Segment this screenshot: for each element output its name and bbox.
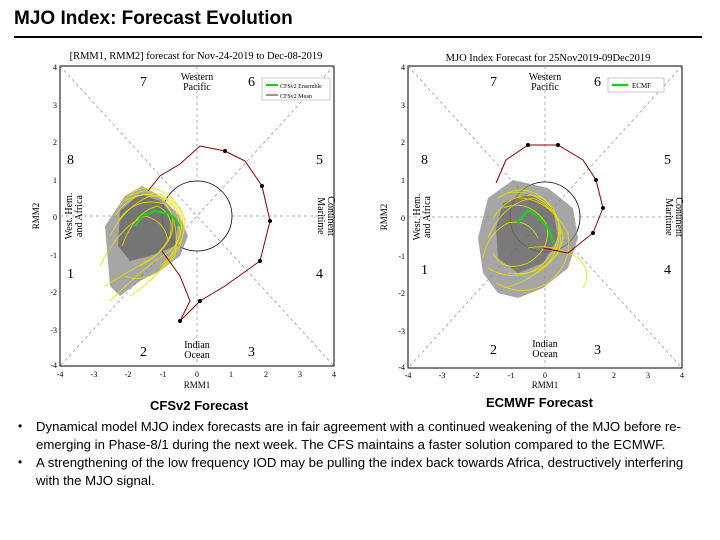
right-region-top-1: Western (529, 72, 562, 83)
left-xtick: 3 (298, 370, 302, 379)
right-phase-1: 1 (421, 263, 428, 278)
left-region-top-1: Western (181, 72, 214, 83)
left-xtick: -1 (160, 370, 167, 379)
left-ensemble-members (99, 187, 186, 302)
left-phase-1: 1 (67, 267, 74, 282)
right-region-bottom-1: Indian (532, 339, 558, 350)
right-region-bottom-2: Ocean (532, 349, 558, 360)
left-phase-8: 8 (67, 153, 74, 168)
right-ytick: -4 (398, 363, 405, 372)
right-phase-6: 6 (594, 75, 601, 90)
right-legend-ecmf: ECMF (632, 82, 651, 90)
left-ytick: 0 (53, 213, 57, 222)
cfsv2-phase-diagram: [RMM1, RMM2] forecast for Nov-24-2019 to… (30, 46, 352, 392)
left-region-left-2: and Africa (74, 194, 85, 236)
left-ytick: 1 (53, 176, 57, 185)
left-region-left-1: West. Hem. (64, 193, 75, 240)
right-ytick: -1 (398, 252, 405, 261)
right-legend (607, 77, 665, 93)
right-phase-4: 4 (664, 263, 671, 278)
ecmwf-phase-diagram: MJO Index Forecast for 25Nov2019-09Dec20… (378, 48, 692, 392)
left-phase-5: 5 (316, 153, 323, 168)
left-xlabel: RMM1 (184, 380, 211, 390)
right-ytick: 0 (401, 214, 405, 223)
right-observed-track (495, 144, 604, 254)
right-xtick: -4 (405, 371, 412, 380)
right-region-top-2: Pacific (531, 82, 559, 93)
left-xtick: 0 (195, 370, 199, 379)
left-region-bottom-1: Indian (184, 340, 210, 351)
left-ytick: -3 (50, 326, 57, 335)
bullet-item: • A strengthening of the low frequency I… (18, 454, 708, 490)
right-phase-5: 5 (664, 153, 671, 168)
right-region-left-2: and Africa (422, 195, 433, 237)
right-region-left-1: West. Hem. (412, 194, 423, 241)
left-region-right-2: Continent (325, 196, 336, 236)
bullet-item: • Dynamical model MJO index forecasts ar… (18, 418, 708, 454)
left-phase-6: 6 (248, 75, 255, 90)
right-phase-7: 7 (490, 75, 497, 90)
right-region-right-1: Maritime (663, 198, 674, 236)
right-ytick: 4 (401, 63, 405, 72)
right-xtick: -2 (473, 371, 480, 380)
slide-title: MJO Index: Forecast Evolution (14, 8, 293, 29)
bullet-dot-icon: • (18, 455, 23, 469)
right-ytick: 2 (401, 138, 405, 147)
right-xtick: 1 (577, 371, 581, 380)
left-region-bottom-2: Ocean (184, 350, 210, 361)
left-ytick: -4 (50, 361, 57, 370)
bullet-list: • Dynamical model MJO index forecasts ar… (18, 418, 708, 490)
right-phase-8: 8 (421, 153, 428, 168)
left-chart-title: [RMM1, RMM2] forecast for Nov-24-2019 to… (70, 51, 323, 62)
left-ytick: -1 (50, 251, 57, 260)
right-phase-2: 2 (490, 343, 497, 358)
cfsv2-caption: CFSv2 Forecast (150, 398, 249, 413)
left-xtick: 4 (332, 370, 336, 379)
right-ytick: 3 (401, 101, 405, 110)
right-ytick: -3 (398, 327, 405, 336)
left-legend-mean: CFSv2 Mean (280, 94, 312, 100)
left-region-top-2: Pacific (183, 82, 211, 93)
left-ylabel: RMM2 (31, 203, 41, 230)
right-xtick: -3 (439, 371, 446, 380)
bullet-dot-icon: • (18, 419, 23, 433)
right-ytick: -2 (398, 289, 405, 298)
right-ylabel: RMM2 (379, 204, 389, 231)
right-xtick: 2 (612, 371, 616, 380)
right-ensemble-mean (517, 208, 555, 244)
left-ytick: 4 (53, 63, 57, 72)
ecmwf-caption: ECMWF Forecast (486, 395, 593, 410)
left-xtick: -4 (57, 370, 64, 379)
left-phase-2: 2 (140, 345, 147, 360)
left-legend-ensemble: CFSv2 Ensemble (280, 84, 322, 90)
left-ensemble-mean (134, 209, 181, 227)
left-phase-4: 4 (316, 267, 323, 282)
title-divider (14, 36, 702, 38)
left-xtick: -2 (125, 370, 132, 379)
left-ytick: 2 (53, 138, 57, 147)
left-region-right-1: Maritime (315, 197, 326, 235)
left-phase-7: 7 (140, 75, 147, 90)
right-region-right-2: Continent (673, 197, 684, 237)
bullet-text: A strengthening of the low frequency IOD… (36, 455, 684, 488)
left-phase-3: 3 (248, 345, 255, 360)
left-ytick: -2 (50, 288, 57, 297)
right-xtick: 0 (543, 371, 547, 380)
right-ytick: 1 (401, 176, 405, 185)
right-chart-title: MJO Index Forecast for 25Nov2019-09Dec20… (446, 53, 651, 64)
right-phase-3: 3 (594, 343, 601, 358)
left-legend (261, 77, 331, 101)
right-xtick: 3 (646, 371, 650, 380)
bullet-text: Dynamical model MJO index forecasts are … (36, 419, 682, 452)
left-xtick: 1 (229, 370, 233, 379)
left-ytick: 3 (53, 101, 57, 110)
right-xtick: -1 (508, 371, 515, 380)
left-xtick: -3 (91, 370, 98, 379)
left-xtick: 2 (264, 370, 268, 379)
right-xtick: 4 (680, 371, 684, 380)
right-ensemble-members (482, 189, 588, 291)
right-xlabel: RMM1 (532, 380, 559, 390)
